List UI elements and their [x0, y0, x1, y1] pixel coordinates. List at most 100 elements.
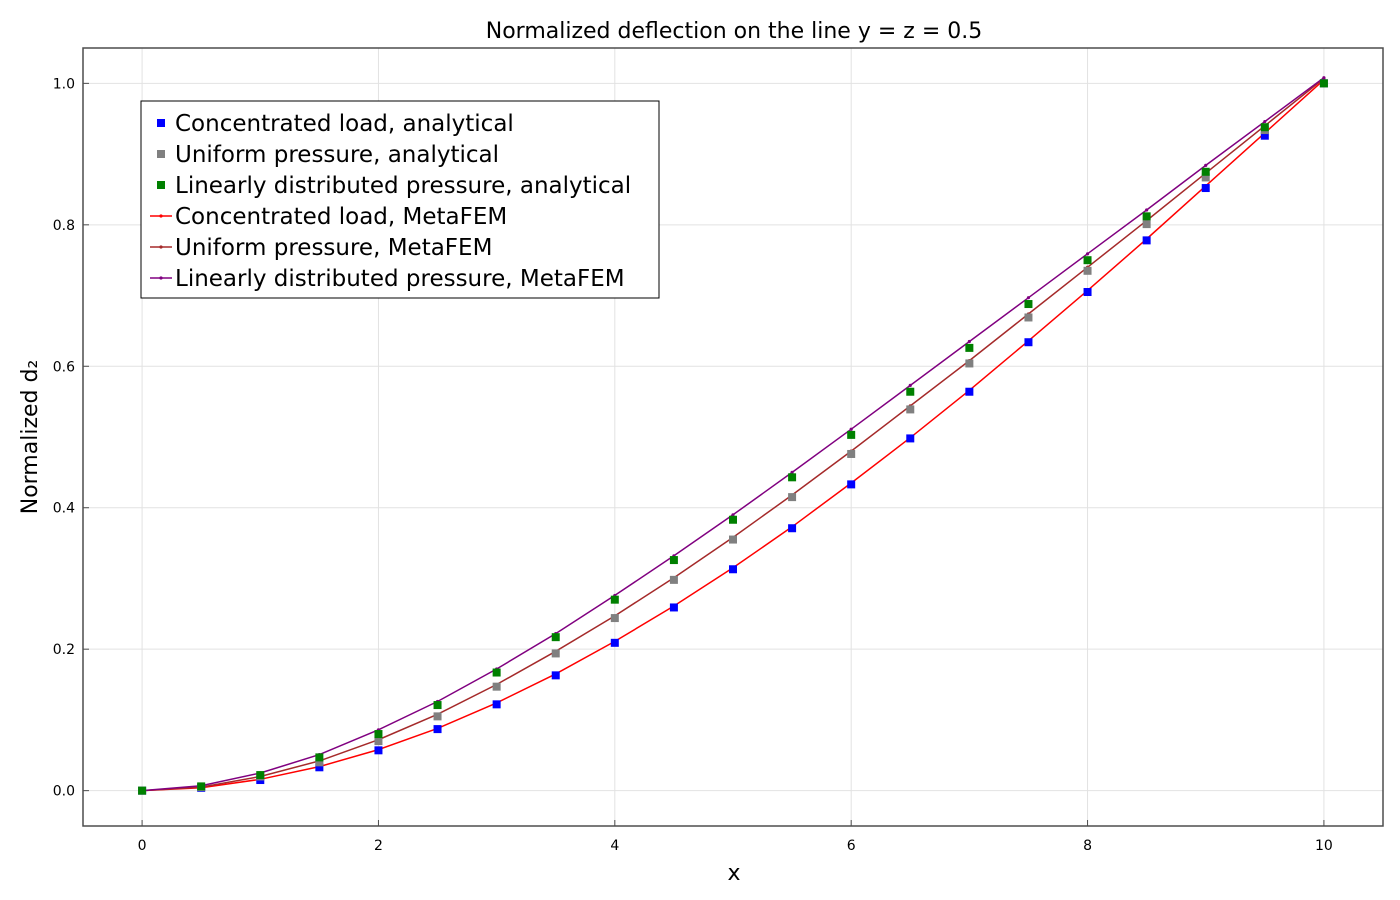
legend-line-dot	[159, 245, 163, 249]
y-tick-label: 0.2	[53, 642, 75, 658]
series-1-point	[610, 614, 619, 623]
series-0-point	[847, 480, 856, 489]
series-5-point	[790, 470, 794, 474]
series-5-point	[1322, 76, 1326, 80]
legend-label: Uniform pressure, analytical	[175, 142, 499, 168]
series-2-point	[1319, 79, 1328, 88]
series-0-point	[788, 524, 797, 533]
y-tick-label: 0.0	[53, 784, 75, 800]
series-0-point	[492, 700, 501, 709]
x-tick-label: 0	[138, 838, 147, 854]
y-tick-label: 0.6	[53, 359, 75, 375]
series-2-point	[256, 771, 265, 780]
legend-marker	[157, 150, 165, 158]
legend-marker	[157, 119, 165, 127]
legend-entry: Linearly distributed pressure, analytica…	[157, 173, 631, 199]
series-0-point	[1260, 131, 1269, 140]
series-2-point	[1142, 212, 1151, 221]
x-tick-label: 4	[610, 838, 619, 854]
series-1-point	[669, 575, 678, 584]
y-axis-title: Normalized d₂	[18, 360, 43, 515]
x-tick-label: 10	[1315, 838, 1333, 854]
legend-label: Concentrated load, analytical	[175, 111, 514, 137]
series-2-point	[847, 430, 856, 439]
series-2-point	[729, 515, 737, 524]
series-0-point	[610, 638, 619, 647]
chart-title: Normalized deflection on the line y = z …	[486, 19, 982, 44]
series-1-point	[433, 712, 442, 721]
series-2-point	[492, 668, 501, 677]
legend-label: Linearly distributed pressure, analytica…	[175, 173, 631, 199]
series-2-point	[788, 473, 797, 482]
series-1-point	[1024, 313, 1033, 322]
series-0-point	[1024, 338, 1033, 347]
x-tick-label: 8	[1083, 838, 1092, 854]
series-2-point	[374, 730, 383, 739]
series-1-point	[788, 493, 797, 502]
legend-entry: Uniform pressure, analytical	[157, 142, 499, 168]
series-2-point	[1024, 300, 1033, 309]
series-0-point	[374, 746, 383, 755]
series-2-point	[669, 556, 678, 565]
series-1-point	[965, 359, 974, 368]
series-2-point	[1083, 256, 1092, 265]
y-tick-label: 0.8	[53, 218, 75, 234]
series-1-point	[1201, 173, 1210, 182]
series-2-point	[315, 753, 324, 762]
plot-frame	[82, 47, 1384, 827]
legend-entry: Uniform pressure, MetaFEM	[150, 235, 492, 261]
series-2-point	[197, 782, 206, 791]
series-5-point	[849, 427, 853, 431]
x-tick-label: 6	[847, 838, 856, 854]
legend-entry: Concentrated load, MetaFEM	[150, 204, 507, 230]
y-tick-label: 1.0	[53, 76, 75, 92]
series-2-point	[906, 387, 915, 396]
series-2-point	[433, 701, 442, 710]
series-1-point	[729, 535, 737, 544]
series-5-point	[1026, 296, 1031, 300]
series-0-point	[965, 387, 974, 396]
plot-area	[138, 76, 1328, 795]
series-0-point	[729, 565, 737, 574]
legend-label: Linearly distributed pressure, MetaFEM	[175, 266, 625, 292]
series-0-point	[669, 603, 678, 612]
y-tick-label: 0.4	[53, 501, 75, 517]
legend: Concentrated load, analytical Uniform pre…	[140, 100, 660, 299]
series-5-point	[908, 383, 912, 387]
series-5-point	[1085, 252, 1090, 256]
series-1-point	[374, 737, 383, 746]
series-2-point	[551, 633, 560, 642]
series-0-point	[315, 763, 324, 772]
x-tick-label: 2	[374, 838, 383, 854]
series-1-point	[906, 405, 915, 414]
series-0-point	[551, 671, 560, 680]
series-1-point	[551, 649, 560, 658]
x-axis-title: x	[727, 861, 740, 886]
series-2-point	[1201, 167, 1210, 176]
series-0-point	[433, 725, 442, 734]
legend-box	[140, 100, 660, 299]
series-0-point	[1201, 184, 1210, 193]
series-5-point	[1204, 163, 1208, 168]
series-1-point	[1142, 220, 1151, 229]
series-5-point	[967, 339, 971, 344]
series-0-point	[1142, 236, 1151, 245]
legend-line-dot	[159, 276, 163, 280]
series-2-point	[610, 595, 619, 604]
series-2-point	[1260, 123, 1269, 132]
series-1-point	[315, 758, 324, 767]
legend-line-dot	[159, 214, 163, 218]
series-5-point	[1145, 208, 1149, 212]
series-1-point	[492, 682, 501, 691]
legend-label: Uniform pressure, MetaFEM	[175, 235, 492, 261]
series-2-point	[138, 786, 147, 795]
legend-marker	[157, 181, 165, 189]
legend-entry: Linearly distributed pressure, MetaFEM	[150, 266, 625, 292]
series-1-point	[847, 449, 856, 458]
legend-entry: Concentrated load, analytical	[157, 111, 514, 137]
axis-ticks: 0 2 4 6 8 10 0.0 0.2 0.4 0.6 0.8 1.0	[53, 76, 1333, 854]
series-5-point	[731, 513, 735, 517]
legend-label: Concentrated load, MetaFEM	[175, 204, 507, 230]
series-5-point	[1263, 119, 1267, 124]
